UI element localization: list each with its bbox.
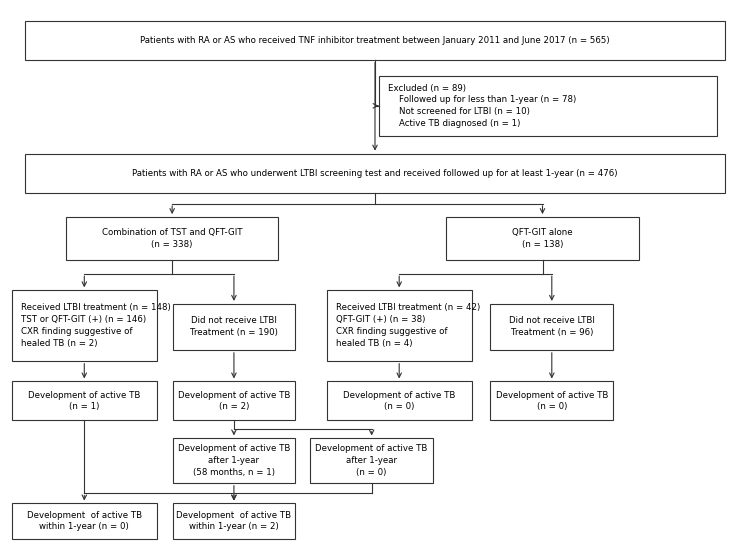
FancyBboxPatch shape <box>12 504 157 539</box>
Text: Combination of TST and QFT-GIT
(n = 338): Combination of TST and QFT-GIT (n = 338) <box>102 229 242 249</box>
FancyBboxPatch shape <box>490 381 614 420</box>
FancyBboxPatch shape <box>172 304 296 350</box>
FancyBboxPatch shape <box>25 21 725 60</box>
Text: Development  of active TB
within 1-year (n = 0): Development of active TB within 1-year (… <box>27 511 142 532</box>
Text: Development  of active TB
within 1-year (n = 2): Development of active TB within 1-year (… <box>176 511 292 532</box>
FancyBboxPatch shape <box>172 438 296 483</box>
FancyBboxPatch shape <box>12 290 157 361</box>
Text: Patients with RA or AS who received TNF inhibitor treatment between January 2011: Patients with RA or AS who received TNF … <box>140 36 610 45</box>
FancyBboxPatch shape <box>25 153 725 193</box>
Text: Excluded (n = 89)
    Followed up for less than 1-year (n = 78)
    Not screened: Excluded (n = 89) Followed up for less t… <box>388 84 576 128</box>
Text: Development of active TB
(n = 2): Development of active TB (n = 2) <box>178 391 290 412</box>
Text: Development of active TB
after 1-year
(n = 0): Development of active TB after 1-year (n… <box>316 444 428 477</box>
Text: Received LTBI treatment (n = 148)
TST or QFT-GIT (+) (n = 146)
CXR finding sugge: Received LTBI treatment (n = 148) TST or… <box>21 304 170 348</box>
FancyBboxPatch shape <box>310 438 433 483</box>
FancyBboxPatch shape <box>172 381 296 420</box>
FancyBboxPatch shape <box>172 504 296 539</box>
Text: Patients with RA or AS who underwent LTBI screening test and received followed u: Patients with RA or AS who underwent LTB… <box>132 169 618 178</box>
Text: Did not receive LTBI
Treatment (n = 96): Did not receive LTBI Treatment (n = 96) <box>509 317 595 337</box>
Text: Received LTBI treatment (n = 42)
QFT-GIT (+) (n = 38)
CXR finding suggestive of
: Received LTBI treatment (n = 42) QFT-GIT… <box>335 304 480 348</box>
Text: Development of active TB
(n = 0): Development of active TB (n = 0) <box>496 391 608 412</box>
FancyBboxPatch shape <box>490 304 614 350</box>
Text: QFT-GIT alone
(n = 138): QFT-GIT alone (n = 138) <box>512 229 573 249</box>
FancyBboxPatch shape <box>446 217 639 260</box>
FancyBboxPatch shape <box>326 381 472 420</box>
FancyBboxPatch shape <box>12 381 157 420</box>
Text: Development of active TB
(n = 1): Development of active TB (n = 1) <box>28 391 140 412</box>
Text: Development of active TB
(n = 0): Development of active TB (n = 0) <box>343 391 455 412</box>
Text: Did not receive LTBI
Treatment (n = 190): Did not receive LTBI Treatment (n = 190) <box>190 317 278 337</box>
FancyBboxPatch shape <box>379 76 718 136</box>
FancyBboxPatch shape <box>326 290 472 361</box>
Text: Development of active TB
after 1-year
(58 months, n = 1): Development of active TB after 1-year (5… <box>178 444 290 477</box>
FancyBboxPatch shape <box>66 217 278 260</box>
